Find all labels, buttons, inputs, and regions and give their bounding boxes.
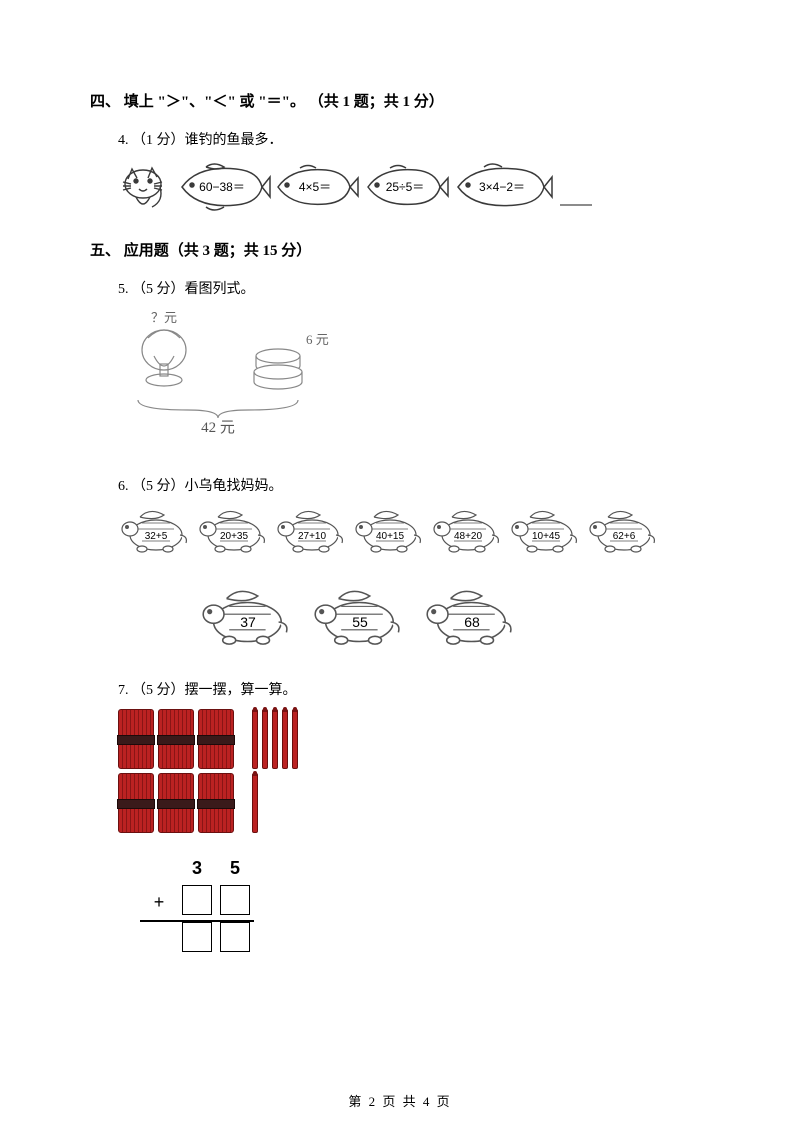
turtle-label: 32+5	[145, 531, 168, 542]
turtle-icon: 10+45	[508, 505, 584, 559]
fish-4-expr: 3×4−2＝	[479, 180, 525, 194]
single-stick	[292, 709, 298, 769]
calc-top-2: 5	[230, 858, 240, 878]
calc-operator: +	[154, 892, 165, 912]
fish-2: 4×5＝	[272, 159, 362, 215]
q7-prompt: 7. （5 分）摆一摆，算一算。	[118, 679, 710, 699]
q5-total-label: 42 元	[201, 420, 235, 436]
fish-2-expr: 4×5＝	[299, 180, 331, 194]
section-5-title: 五、 应用题（共 3 题；共 15 分）	[90, 239, 710, 260]
calc-box-1[interactable]	[182, 885, 212, 915]
single-stick	[252, 773, 258, 833]
single-stick	[262, 709, 268, 769]
q6-figure: 32+5 20+35 27+10	[118, 505, 710, 655]
turtle-label: 48+20	[454, 531, 483, 542]
turtle-label: 40+15	[376, 531, 405, 542]
turtle-label: 55	[352, 614, 368, 630]
stick-bundle	[198, 709, 234, 769]
stick-bundle	[198, 773, 234, 833]
cat-icon	[118, 159, 176, 215]
section-4-title: 四、 填上 "＞"、"＜" 或 "＝"。 （共 1 题；共 1 分）	[90, 90, 710, 111]
fish-3-expr: 25÷5＝	[386, 180, 425, 194]
turtle-label: 62+6	[613, 531, 636, 542]
stick-bundle	[158, 773, 194, 833]
stick-bundle	[158, 709, 194, 769]
blank-line	[556, 159, 596, 215]
turtle-label: 10+45	[532, 531, 561, 542]
page-footer: 第 2 页 共 4 页	[0, 1091, 800, 1110]
turtle-icon: 62+6	[586, 505, 662, 559]
stick-bundle	[118, 773, 154, 833]
fish-4: 3×4−2＝	[452, 159, 556, 215]
q4-figure: 60−38＝ 4×5＝ 25÷5＝	[118, 159, 710, 215]
turtle-label: 27+10	[298, 531, 327, 542]
turtle-icon: 32+5	[118, 505, 194, 559]
q7-sticks	[118, 709, 710, 833]
q5-prompt: 5. （5 分）看图列式。	[118, 278, 710, 298]
turtle-icon: 27+10	[274, 505, 350, 559]
fish-1-expr: 60−38＝	[199, 180, 245, 194]
calc-box-3[interactable]	[182, 922, 212, 952]
q5-right-label: 6 元	[306, 332, 329, 347]
calc-top-1: 3	[192, 858, 202, 878]
q7-calc: 3 5 +	[140, 851, 710, 957]
stick-bundle	[118, 709, 154, 769]
turtle-icon: 37	[198, 583, 298, 655]
turtle-icon: 48+20	[430, 505, 506, 559]
single-stick	[272, 709, 278, 769]
calc-box-2[interactable]	[220, 885, 250, 915]
calc-box-4[interactable]	[220, 922, 250, 952]
fish-1: 60−38＝	[176, 159, 272, 215]
turtle-icon: 20+35	[196, 505, 272, 559]
turtle-label: 37	[240, 614, 256, 630]
q6-prompt: 6. （5 分）小乌龟找妈妈。	[118, 475, 710, 495]
turtle-icon: 68	[422, 583, 522, 655]
q5-diagram: ？元 6 元 42 元	[118, 308, 710, 443]
turtle-icon: 55	[310, 583, 410, 655]
turtle-icon: 40+15	[352, 505, 428, 559]
q4-prompt: 4. （1 分）谁钓的鱼最多．	[118, 129, 710, 149]
turtle-label: 68	[464, 614, 480, 630]
q5-left-label: ？元	[151, 310, 177, 325]
single-stick	[282, 709, 288, 769]
fish-3: 25÷5＝	[362, 159, 452, 215]
single-stick	[252, 709, 258, 769]
turtle-label: 20+35	[220, 531, 249, 542]
